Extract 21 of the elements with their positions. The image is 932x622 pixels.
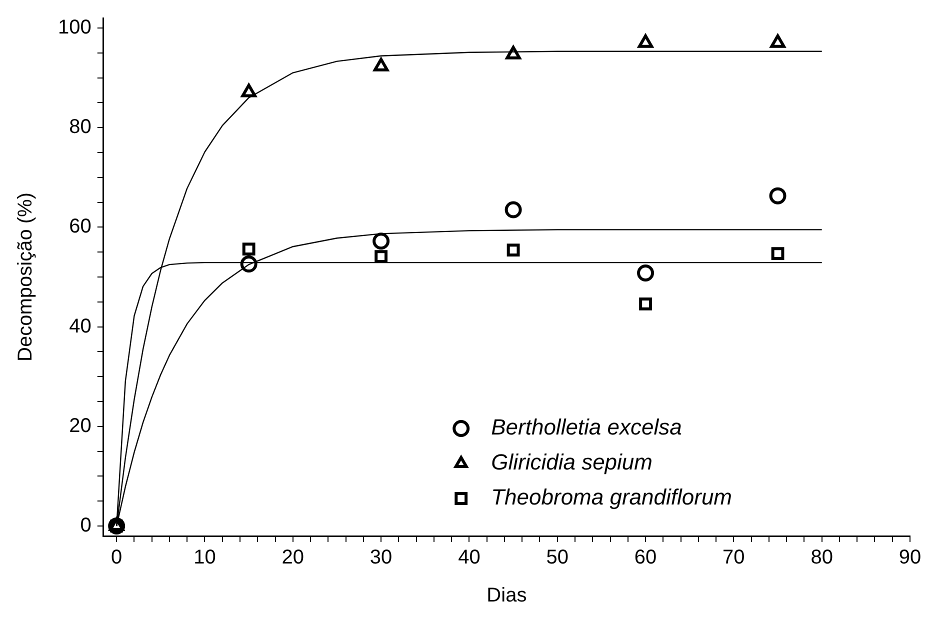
x-axis-title: Dias [486, 584, 527, 607]
x-tick-label: 20 [282, 546, 304, 569]
legend-label: Bertholletia excelsa [491, 414, 682, 440]
x-tick-label: 80 [810, 546, 833, 569]
x-tick-label: 30 [370, 546, 392, 569]
x-tick-label: 70 [722, 546, 745, 569]
legend-label: Gliricidia sepium [491, 450, 652, 475]
x-tick-label: 90 [898, 546, 922, 569]
y-tick-label: 0 [80, 514, 92, 537]
y-tick-label: 80 [69, 116, 92, 138]
legend-label: Theobroma grandiflorum [491, 484, 732, 510]
y-tick-label: 100 [58, 16, 92, 38]
y-tick-label: 40 [69, 315, 92, 338]
x-tick-label: 50 [546, 546, 568, 569]
y-tick-label: 60 [69, 216, 92, 238]
x-tick-label: 40 [458, 546, 480, 569]
y-axis-title: Decomposição (%) [14, 192, 37, 362]
x-tick-label: 0 [111, 546, 122, 569]
y-tick-label: 20 [69, 414, 92, 437]
x-tick-label: 60 [634, 546, 657, 569]
x-tick-label: 10 [194, 546, 216, 569]
